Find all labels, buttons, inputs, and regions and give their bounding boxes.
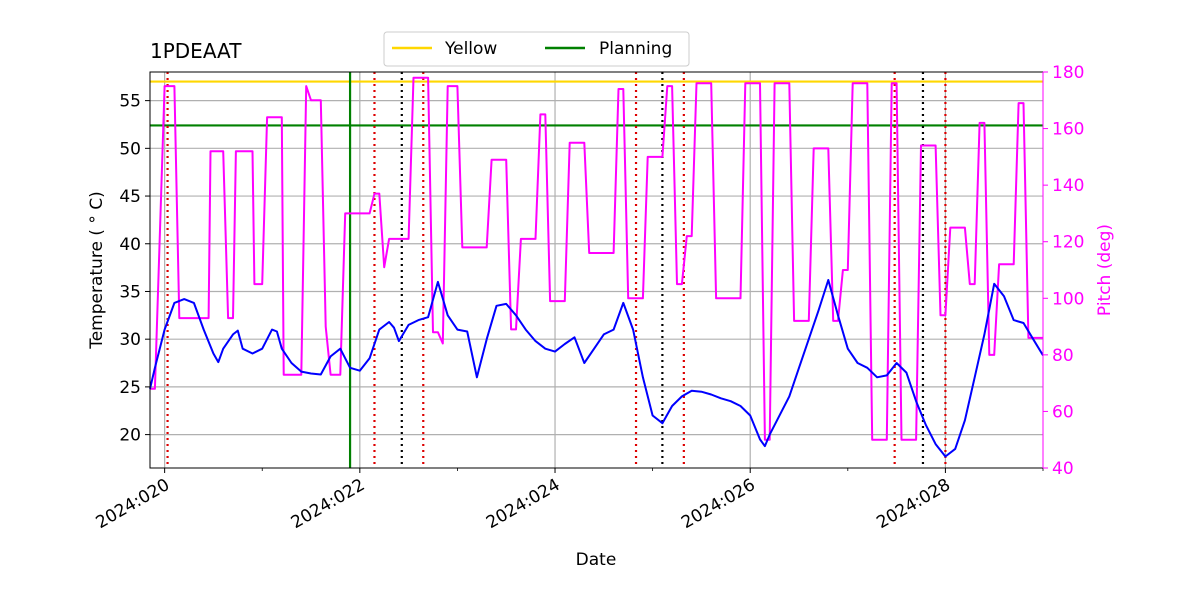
y2-tick-label: 180 <box>1052 63 1084 83</box>
limit-lines <box>150 80 1043 127</box>
y-tick-label: 50 <box>119 139 141 159</box>
y2-tick-label: 80 <box>1052 346 1074 366</box>
x-axis-label: Date <box>576 550 617 570</box>
y-tick-label: 40 <box>119 235 141 255</box>
legend-yellow-label: Yellow <box>444 39 497 59</box>
y-tick-label: 30 <box>119 330 141 350</box>
pitch-series <box>150 76 1043 441</box>
y2-tick-label: 160 <box>1052 120 1084 140</box>
y-axis-label: Temperature ( ° C) <box>87 191 107 350</box>
legend: Yellow Planning <box>383 31 690 67</box>
y-axis-ticks: 20 25 30 35 40 45 50 55 <box>119 92 150 446</box>
legend-box <box>383 31 690 67</box>
y2-tick-label: 120 <box>1052 233 1084 253</box>
y2-tick-label: 60 <box>1052 402 1074 422</box>
grid-lines <box>150 72 1043 468</box>
y-tick-label: 35 <box>119 282 141 302</box>
temperature-line <box>149 279 1044 458</box>
y2-tick-label: 100 <box>1052 289 1084 309</box>
y-tick-label: 45 <box>119 187 141 207</box>
y-tick-label: 55 <box>119 92 141 112</box>
y2-axis-ticks: 40 60 80 100 120 140 160 180 <box>1042 63 1084 479</box>
chart-title: 1PDEAAT <box>150 39 242 63</box>
y2-tick-label: 40 <box>1052 459 1074 479</box>
y-tick-label: 25 <box>119 378 141 398</box>
y2-axis-label: Pitch (deg) <box>1095 224 1115 316</box>
y2-tick-label: 140 <box>1052 176 1084 196</box>
pitch-line <box>150 76 1043 441</box>
legend-planning-label: Planning <box>599 39 672 59</box>
temperature-series <box>149 279 1044 458</box>
event-vertical-lines <box>166 72 947 468</box>
y-tick-label: 20 <box>119 426 141 446</box>
